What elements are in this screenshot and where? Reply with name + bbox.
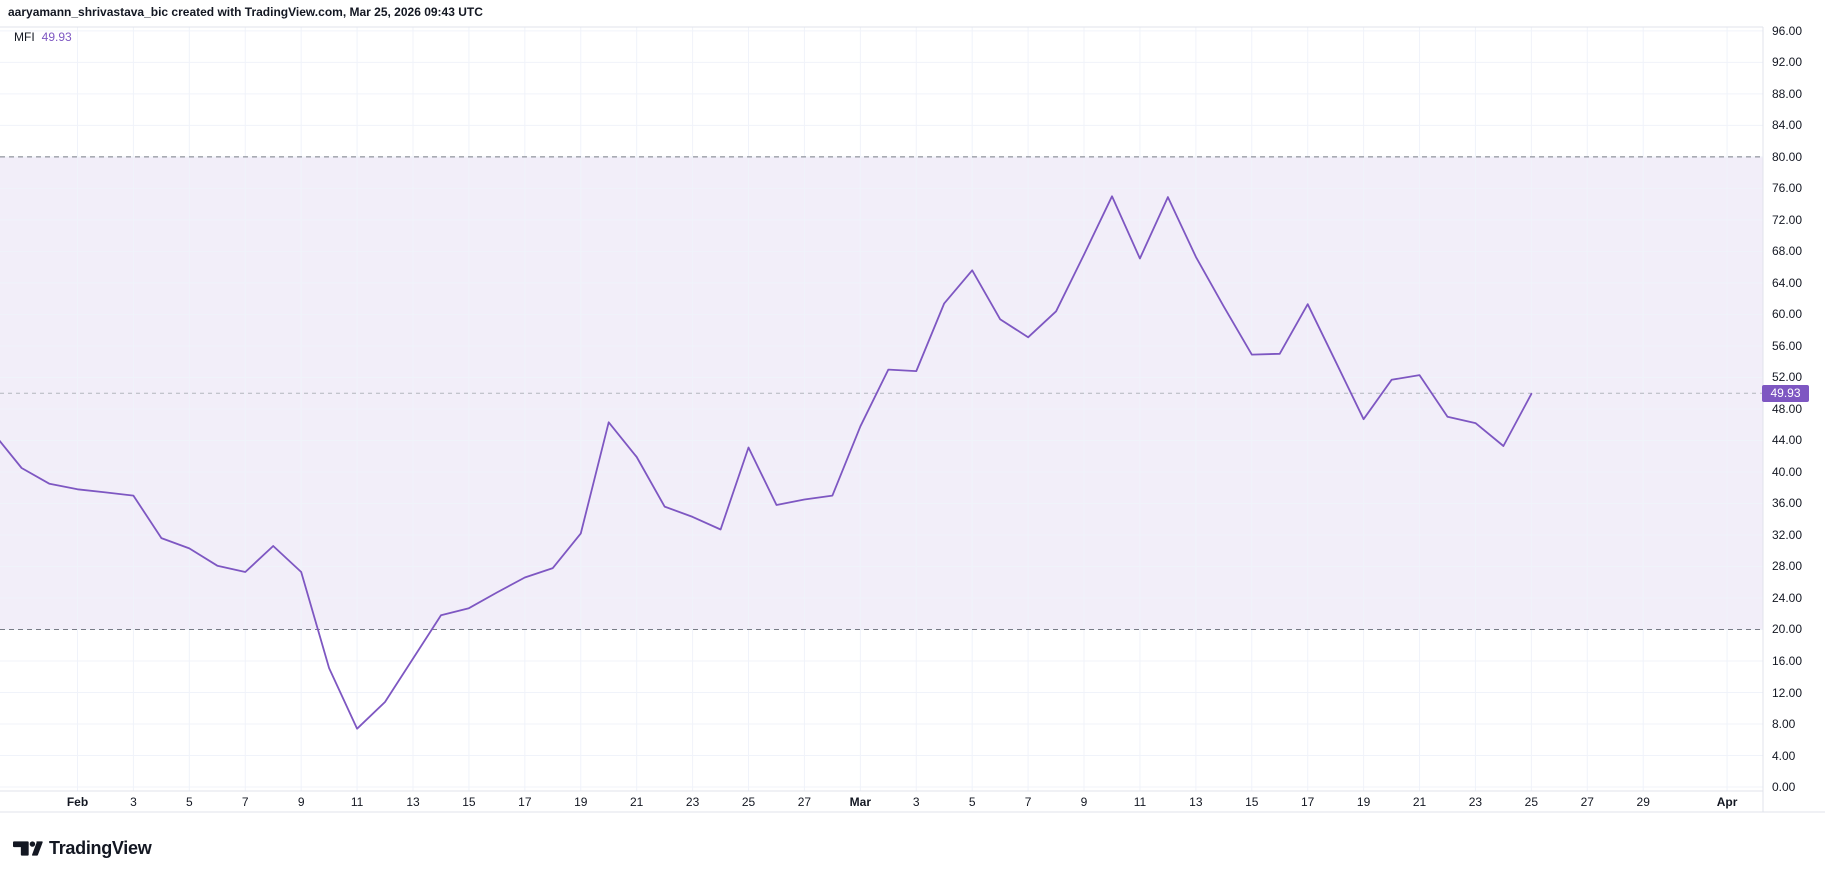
y-tick-label: 68.00	[1772, 244, 1803, 259]
x-tick-label: 9	[1080, 795, 1088, 809]
x-tick-label: 3	[130, 795, 137, 809]
x-tick-label: 21	[1412, 795, 1427, 809]
indicator-name: MFI	[14, 30, 35, 44]
y-tick-label: 72.00	[1772, 212, 1803, 227]
y-tick-label: 40.00	[1772, 464, 1803, 479]
y-tick-label: 28.00	[1772, 559, 1803, 574]
y-tick-label: 52.00	[1772, 370, 1803, 385]
y-tick-label: 4.00	[1772, 748, 1796, 763]
attribution-text: aaryamann_shrivastava_bic created with T…	[8, 5, 483, 19]
y-tick-label: 84.00	[1772, 118, 1803, 133]
y-tick-label: 92.00	[1772, 55, 1803, 70]
y-tick-label: 20.00	[1772, 622, 1803, 637]
y-tick-label: 56.00	[1772, 338, 1803, 353]
x-tick-label: 25	[1524, 795, 1539, 809]
y-tick-label: 64.00	[1772, 275, 1803, 290]
x-tick-label: 25	[741, 795, 756, 809]
x-tick-label: 29	[1636, 795, 1650, 809]
x-tick-label: 7	[241, 795, 249, 809]
x-tick-label: 27	[1580, 795, 1594, 809]
y-tick-label: 24.00	[1772, 590, 1803, 605]
y-tick-label: 60.00	[1772, 307, 1803, 322]
x-tick-label: 9	[297, 795, 305, 809]
x-tick-label: 15	[462, 795, 476, 809]
y-tick-label: 36.00	[1772, 496, 1803, 511]
y-tick-label: 0.00	[1772, 780, 1796, 795]
time-scale[interactable]: Feb 3 5 7 9 11 13 15 17 19 21 23 25 27 Mar 3 5 7 9 11 13 15 17…	[0, 791, 1763, 812]
x-tick-label: 17	[518, 795, 532, 809]
y-tick-label: 76.00	[1772, 181, 1803, 196]
x-tick-label: 5	[968, 795, 976, 809]
x-tick-label: 17	[1301, 795, 1315, 809]
last-value-badge: 49.93	[1762, 385, 1809, 403]
x-tick-label: 11	[1133, 795, 1147, 809]
indicator-legend: MFI 49.93	[14, 29, 72, 45]
x-tick-label: 15	[1245, 795, 1259, 809]
x-tick-label: 7	[1024, 795, 1032, 809]
y-tick-label: 48.00	[1772, 401, 1803, 416]
x-tick-label: 19	[574, 795, 588, 809]
y-tick-label: 44.00	[1772, 433, 1803, 448]
x-tick-month-label: Apr	[1716, 795, 1738, 809]
x-tick-month-label: Feb	[66, 795, 89, 809]
indicator-value: 49.93	[41, 30, 72, 44]
chart-pane[interactable]	[0, 27, 1763, 791]
y-tick-label: 96.00	[1772, 23, 1803, 38]
y-tick-label: 16.00	[1772, 654, 1803, 668]
x-tick-label: 19	[1356, 795, 1371, 809]
tradingview-logo[interactable]: TradingView	[13, 838, 152, 859]
x-tick-label: 5	[185, 795, 193, 809]
gridlines	[0, 27, 1763, 791]
x-tick-label: 21	[629, 795, 644, 809]
x-tick-label: 13	[1189, 795, 1203, 809]
x-tick-label: 27	[797, 795, 812, 809]
y-tick-label: 32.00	[1772, 527, 1803, 542]
x-tick-label: 11	[350, 795, 364, 809]
tradingview-logo-text: TradingView	[49, 838, 152, 858]
pane-borders	[0, 26, 1825, 813]
mfi-line	[0, 195, 1533, 730]
y-tick-label: 88.00	[1772, 86, 1803, 101]
x-tick-label: 13	[406, 795, 420, 809]
y-tick-label: 12.00	[1772, 685, 1803, 700]
x-tick-label: 3	[912, 795, 920, 809]
tradingview-logo-icon	[13, 841, 43, 856]
price-scale[interactable]: 96.00 92.00 88.00 84.00 80.00 76.00 72.00 68.00…	[1763, 24, 1825, 812]
x-tick-month-label: Mar	[849, 795, 872, 809]
x-tick-label: 23	[1468, 795, 1483, 809]
y-tick-label: 80.00	[1772, 149, 1803, 164]
x-tick-label: 23	[685, 795, 700, 809]
y-tick-label: 8.00	[1772, 717, 1796, 731]
